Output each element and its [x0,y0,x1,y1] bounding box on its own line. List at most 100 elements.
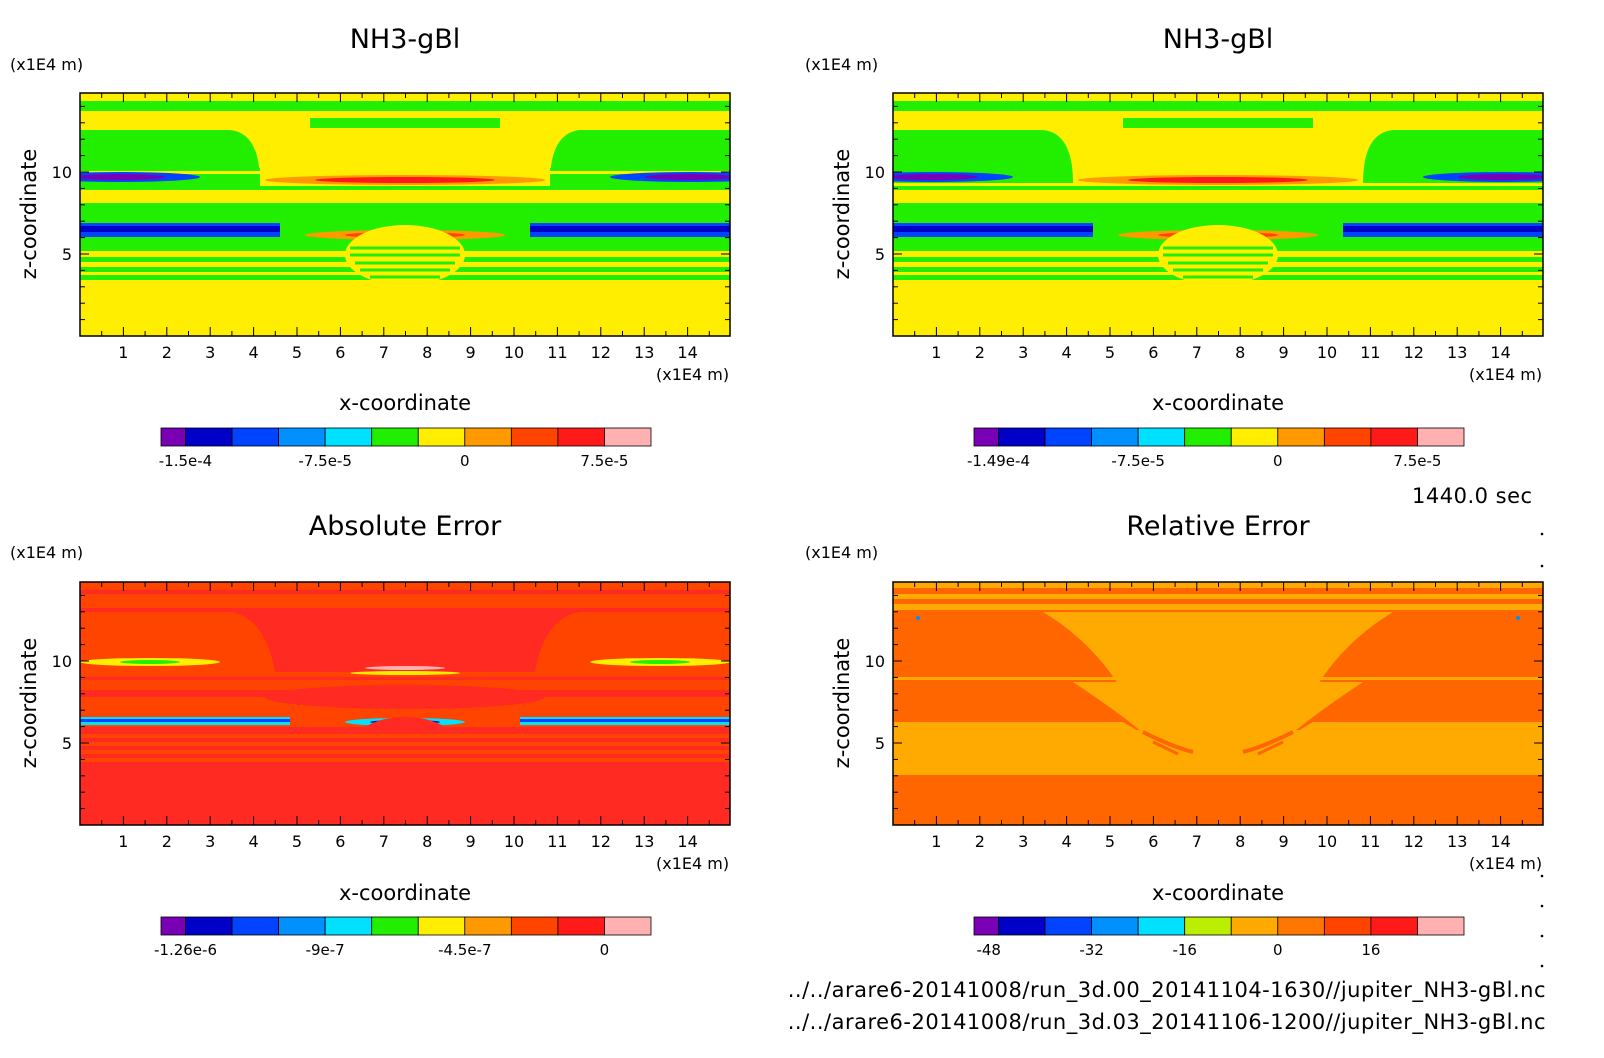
panel-title: Relative Error [1126,511,1310,542]
x-tick-label: 14 [677,343,697,362]
x-tick-label: 5 [1105,832,1115,851]
x-tick-label: 3 [1018,832,1028,851]
colorbar-swatch [417,916,466,936]
x-tick-label: 13 [634,343,654,362]
x-tick-label: 1 [931,343,941,362]
colorbar-label: -1.26e-6 [154,941,217,959]
x-tick-label: 11 [1360,832,1380,851]
x-tick-label: 12 [1404,832,1424,851]
x-tick-label: 10 [504,832,524,851]
x-tick-label: 8 [422,832,432,851]
heatmap-field [893,93,1543,336]
margin-dots [1540,532,1544,968]
x-tick-label: 7 [379,832,389,851]
x-tick-label: 9 [466,343,476,362]
colorbar-swatch [185,916,233,936]
colorbar-swatch [1417,427,1465,447]
x-tick-label: 11 [547,343,567,362]
x-ticks: 1 2 3 4 5 6 7 8 9 10 11 12 13 14 [101,582,710,851]
x-ticks: 1 2 3 4 5 6 7 8 9 10 11 12 13 14 [914,582,1523,851]
colorbar-swatch [1323,427,1372,447]
x-tick-label: 6 [335,832,345,851]
x-unit-label: (x1E4 m) [656,854,729,873]
colorbar-label: 0 [460,452,470,470]
x-tick-label: 10 [1317,343,1337,362]
colorbar-swatch [324,916,373,936]
z-axis-label: z-coordinate [17,149,41,280]
x-tick-label: 8 [422,343,432,362]
x-tick-label: 12 [591,343,611,362]
colorbar-swatch [231,427,280,447]
colorbar-label: -7.5e-5 [1111,452,1164,470]
colorbar-swatch [464,916,512,936]
colorbar-swatch [1137,916,1186,936]
colorbar-swatch [557,427,605,447]
panel-title: NH3-gBl [1163,24,1274,55]
colorbar-swatch [1417,916,1465,936]
x-tick-label: 8 [1235,343,1245,362]
colorbar: -1.49e-4 -7.5e-5 0 7.5e-5 [967,427,1465,470]
colorbar-swatch [160,916,186,936]
colorbar-swatch [464,427,512,447]
x-tick-label: 13 [634,832,654,851]
colorbar-swatch [973,427,999,447]
panel-top-left: NH3-gBl (x1E4 m) [10,24,731,470]
colorbar-label: -48 [976,941,1001,959]
colorbar-swatch [604,916,652,936]
colorbar-label: -32 [1079,941,1104,959]
colorbar-swatch [973,916,999,936]
x-tick-label: 10 [1317,832,1337,851]
panel-bottom-right: Relative Error (x1E4 m) 1 2 3 4 5 6 7 8 9 10 11 12 1… [805,511,1544,959]
colorbar-swatch [1370,427,1418,447]
colorbar-swatch [1044,427,1093,447]
x-tick-label: 13 [1447,343,1467,362]
heatmap-field [893,582,1543,825]
colorbar-label: -1.49e-4 [967,452,1030,470]
z-tick-label: 10 [52,652,72,671]
x-tick-label: 6 [1148,832,1158,851]
colorbar-swatch [231,916,280,936]
colorbar-swatch [185,427,233,447]
x-tick-label: 2 [162,343,172,362]
colorbar-swatch [604,427,652,447]
colorbar-swatch [510,916,559,936]
x-tick-label: 7 [1192,343,1202,362]
colorbar-swatch [1184,916,1232,936]
z-unit-label: (x1E4 m) [10,543,83,562]
x-axis-label: x-coordinate [1152,881,1284,905]
x-tick-label: 11 [547,832,567,851]
x-tick-label: 9 [466,832,476,851]
colorbar-swatch [998,427,1046,447]
field-shapes [80,101,730,285]
colorbar-label: -1.5e-4 [159,452,212,470]
x-tick-label: 4 [1062,832,1072,851]
colorbar-label: -9e-7 [306,941,345,959]
colorbar-swatch [1277,427,1325,447]
x-unit-label: (x1E4 m) [1469,854,1542,873]
x-tick-label: 13 [1447,832,1467,851]
colorbar-swatch [1091,427,1139,447]
x-tick-label: 12 [591,832,611,851]
panel-bottom-left: Absolute Error (x1E4 m) [10,511,731,959]
z-tick-label: 10 [865,163,885,182]
field-shapes [893,101,1543,285]
x-tick-label: 1 [118,832,128,851]
x-ticks: 1 2 3 4 5 6 7 8 9 10 11 12 13 14 [914,93,1523,362]
colorbar-swatch [371,916,419,936]
colorbar-label: -16 [1172,941,1197,959]
colorbar-label: 7.5e-5 [580,452,628,470]
colorbar-swatch [1230,427,1279,447]
x-tick-label: 2 [162,832,172,851]
panel-title: Absolute Error [309,511,502,542]
x-tick-label: 1 [931,832,941,851]
x-tick-label: 11 [1360,343,1380,362]
x-tick-label: 14 [1490,832,1510,851]
colorbar-swatch [371,427,419,447]
z-unit-label: (x1E4 m) [10,55,83,74]
x-axis-label: x-coordinate [1152,391,1284,415]
colorbar: -1.5e-4 -7.5e-5 0 7.5e-5 [159,427,652,470]
x-tick-label: 5 [292,832,302,851]
colorbar-swatch [417,427,466,447]
x-tick-label: 12 [1404,343,1424,362]
